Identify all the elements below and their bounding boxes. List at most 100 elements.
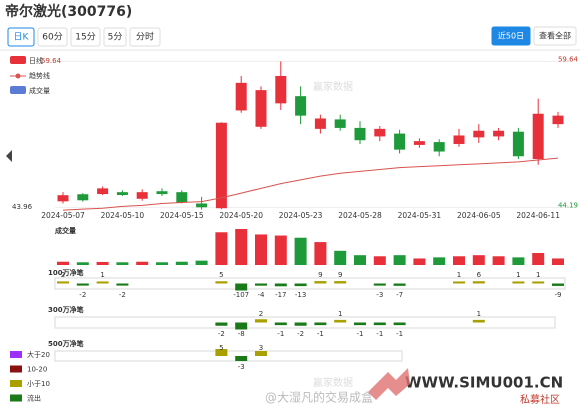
net-label: 6 xyxy=(477,271,482,279)
candle-body xyxy=(295,96,307,116)
range-button-label: 近50日 xyxy=(498,31,524,41)
legend-swatch xyxy=(10,351,22,358)
candle-body xyxy=(215,122,227,209)
net-label: 2 xyxy=(259,310,263,318)
net-bar xyxy=(453,281,465,284)
volume-bar xyxy=(552,258,564,265)
tab-label: 15分 xyxy=(75,32,95,43)
net-bar xyxy=(354,322,366,326)
net-label: -13 xyxy=(295,291,306,299)
tab[interactable] xyxy=(37,27,68,47)
candle-body xyxy=(512,131,524,157)
legend-label: 日线 xyxy=(29,56,43,65)
legend-label: 流出 xyxy=(27,394,41,403)
volume-bar xyxy=(354,255,366,265)
net-label: 5 xyxy=(219,271,223,279)
net-bar xyxy=(472,319,485,323)
legend-label: 大于20 xyxy=(27,350,50,359)
net-bar xyxy=(532,281,545,284)
volume-bar xyxy=(472,255,485,265)
candle-body xyxy=(453,135,465,144)
panel-title: 300万净笔 xyxy=(48,305,84,314)
net-label: -2 xyxy=(297,330,304,338)
legend-swatch xyxy=(15,73,21,79)
range-button[interactable] xyxy=(533,26,577,46)
candle-body xyxy=(97,188,109,195)
net-label: 1 xyxy=(477,310,481,318)
volume-bar xyxy=(116,262,129,265)
net-bar xyxy=(294,283,307,287)
x-tick-label: 2024-05-20 xyxy=(219,211,263,220)
net-label: 2 xyxy=(61,271,65,279)
net-bar xyxy=(314,322,327,326)
legend-swatch xyxy=(10,56,26,64)
net-label: 1 xyxy=(338,310,342,318)
candle-body xyxy=(314,118,326,129)
volume-bar xyxy=(175,261,188,265)
volume-bar xyxy=(532,253,545,265)
volume-bar xyxy=(453,256,465,265)
volume-bar xyxy=(235,229,248,265)
legend-swatch xyxy=(10,394,22,402)
candle-body xyxy=(493,130,505,137)
candle-body xyxy=(196,203,208,208)
candle-body xyxy=(77,194,89,201)
volume-bar xyxy=(57,261,69,265)
candle-body xyxy=(433,142,445,152)
volume-bar xyxy=(255,234,267,265)
net-label: 1 xyxy=(516,271,520,279)
max-label: 59.64 xyxy=(41,57,62,65)
volume-bar xyxy=(156,262,168,265)
net-label: -1 xyxy=(277,330,284,338)
watermark: 赢家数据 xyxy=(313,376,353,389)
net-bar xyxy=(76,283,89,286)
volume-bar xyxy=(413,258,426,265)
net-bar xyxy=(393,322,406,326)
net-bar xyxy=(235,356,248,361)
tab[interactable] xyxy=(103,27,127,47)
row-frame xyxy=(54,316,556,329)
range-button-label: 查看全部 xyxy=(539,31,571,41)
legend-label: 趋势线 xyxy=(29,71,50,80)
candle-body xyxy=(136,192,148,199)
net-label: 1 xyxy=(536,271,540,279)
legend-swatch xyxy=(10,380,22,387)
legend-label: 10-20 xyxy=(27,366,47,374)
min-label: 43.96 xyxy=(12,203,33,211)
volume-bar xyxy=(96,261,109,265)
net-label: -8 xyxy=(238,330,245,338)
tab[interactable] xyxy=(70,27,101,47)
net-label: -7 xyxy=(396,291,403,299)
y-tick-label: 44.19 xyxy=(558,201,578,209)
volume-bar xyxy=(76,262,89,265)
volume-bar xyxy=(294,237,307,265)
range-button[interactable] xyxy=(491,26,531,46)
tab-label: 日K xyxy=(14,32,30,43)
candle-body xyxy=(532,113,544,160)
volume-bar xyxy=(492,256,505,265)
net-bar xyxy=(314,281,327,284)
net-bar xyxy=(57,281,69,284)
net-bar xyxy=(116,283,129,286)
net-label: -4 xyxy=(258,291,266,299)
legend-swatch xyxy=(10,365,22,373)
x-tick-label: 2024-06-11 xyxy=(516,211,560,220)
tab[interactable] xyxy=(129,27,161,47)
tab-label: 60分 xyxy=(42,32,62,43)
tab[interactable] xyxy=(7,27,35,47)
x-tick-label: 2024-05-15 xyxy=(160,211,204,220)
candle-body xyxy=(473,130,485,138)
x-tick-label: 2024-06-05 xyxy=(457,211,501,220)
volume-bar xyxy=(393,255,406,265)
net-bar xyxy=(274,322,287,326)
x-tick-label: 2024-05-10 xyxy=(101,211,145,220)
net-bar xyxy=(215,322,228,326)
net-label: -107 xyxy=(233,291,249,299)
scroll-left-arrow[interactable] xyxy=(6,150,12,162)
candle-body xyxy=(57,195,69,202)
net-bar xyxy=(274,283,287,287)
logo-mark xyxy=(368,368,410,400)
net-bar xyxy=(255,319,267,323)
